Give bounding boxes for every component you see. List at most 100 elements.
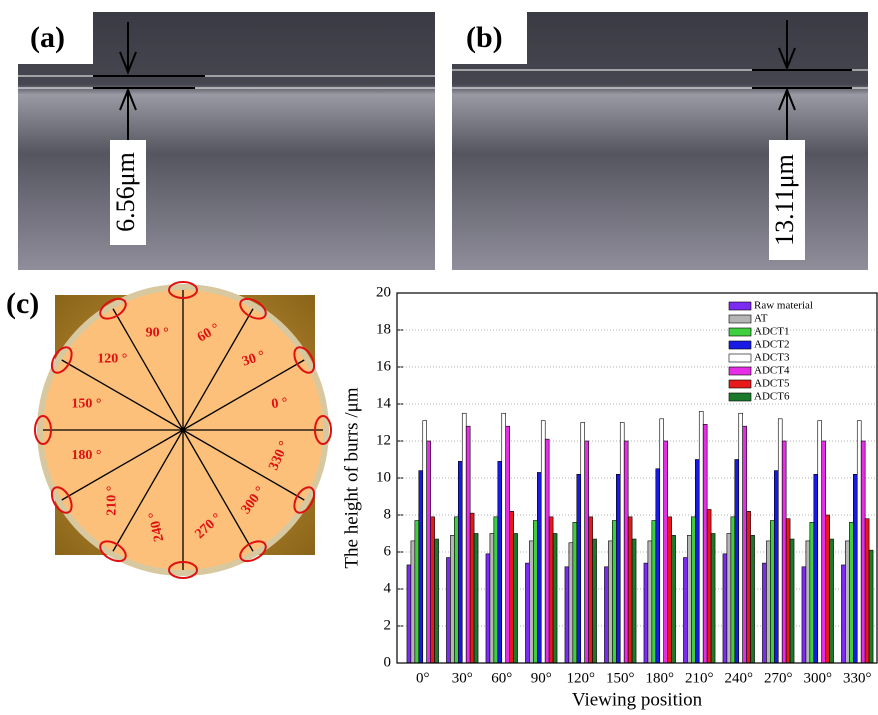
legend-swatch	[729, 393, 751, 401]
bar	[849, 522, 853, 663]
x-tick-label: 270°	[764, 670, 793, 686]
x-tick-label: 210°	[685, 670, 714, 686]
bar	[830, 539, 834, 663]
bar	[612, 521, 616, 663]
bar	[431, 517, 435, 663]
bar	[569, 543, 573, 663]
bar	[427, 441, 431, 663]
bar	[691, 517, 695, 663]
legend-label: ADCT2	[754, 339, 789, 351]
bar	[786, 519, 790, 663]
bar	[450, 535, 454, 663]
legend-swatch	[729, 328, 751, 336]
bar	[604, 567, 608, 663]
x-tick-label: 150°	[606, 670, 635, 686]
measurement: 6.56μm	[111, 152, 140, 232]
bar	[577, 474, 581, 663]
dial-label: 180 °	[71, 448, 101, 463]
bar	[514, 534, 518, 664]
bar	[644, 563, 648, 663]
bar	[474, 534, 478, 664]
y-tick-label: 18	[376, 321, 391, 337]
bar	[660, 419, 664, 663]
bar	[648, 541, 652, 663]
bar	[454, 517, 458, 663]
bar	[869, 550, 873, 663]
y-tick-label: 14	[376, 395, 392, 411]
bar	[806, 541, 810, 663]
bar	[628, 517, 632, 663]
legend-swatch	[729, 341, 751, 349]
bar	[857, 421, 861, 663]
bar	[419, 471, 423, 663]
x-tick-label: 330°	[843, 670, 872, 686]
bar	[585, 441, 589, 663]
bar	[747, 511, 751, 663]
bar	[826, 515, 830, 663]
panel-label: (a)	[30, 21, 65, 54]
bar	[865, 519, 869, 663]
page: (a) 6.56μm (b) 13.11μm (c) 0 °30 °60 °90…	[0, 0, 878, 715]
bar	[770, 521, 774, 663]
bar	[608, 541, 612, 663]
bar	[656, 469, 660, 663]
bar	[782, 441, 786, 663]
y-tick-label: 10	[376, 469, 391, 485]
bar	[814, 474, 818, 663]
legend-swatch	[729, 354, 751, 362]
bar	[486, 554, 490, 663]
chart: 024681012141618200°30°60°90°120°150°180°…	[341, 284, 877, 710]
bar	[407, 565, 411, 663]
x-tick-label: 30°	[452, 670, 473, 686]
bar	[822, 441, 826, 663]
bar	[664, 441, 668, 663]
bar	[549, 517, 553, 663]
y-tick-label: 12	[376, 432, 391, 448]
bar	[668, 517, 672, 663]
bar	[703, 424, 707, 663]
x-tick-label: 300°	[804, 670, 833, 686]
legend-label: Raw material	[754, 300, 813, 312]
legend-swatch	[729, 367, 751, 375]
x-tick-label: 120°	[567, 670, 596, 686]
bar	[861, 441, 865, 663]
bar	[743, 426, 747, 663]
bar	[565, 567, 569, 663]
y-tick-label: 4	[384, 580, 392, 596]
dial-label: 150 °	[71, 396, 101, 411]
measurement: 13.11μm	[770, 154, 799, 246]
x-tick-label: 60°	[491, 670, 512, 686]
bar	[620, 423, 624, 664]
dial-label: 210 °	[105, 486, 120, 516]
legend-label: ADCT1	[754, 326, 789, 338]
bar	[525, 563, 529, 663]
bar	[498, 461, 502, 663]
y-tick-label: 16	[376, 358, 392, 374]
bar	[687, 535, 691, 663]
dial-label: 0 °	[271, 396, 289, 413]
bar	[652, 521, 656, 663]
bar	[699, 411, 703, 663]
bar	[841, 565, 845, 663]
legend-swatch	[729, 380, 751, 388]
bar	[774, 471, 778, 663]
bar	[672, 535, 676, 663]
bar	[810, 522, 814, 663]
bar	[529, 541, 533, 663]
figure: (a) 6.56μm (b) 13.11μm (c) 0 °30 °60 °90…	[0, 0, 878, 715]
bar	[581, 423, 585, 664]
bar	[589, 517, 593, 663]
bar	[751, 535, 755, 663]
bar	[845, 541, 849, 663]
panel-label: (c)	[6, 287, 39, 320]
bar	[707, 509, 711, 663]
bar	[778, 419, 782, 663]
bar	[711, 534, 715, 664]
bar	[735, 460, 739, 664]
bar	[695, 460, 699, 664]
bar	[458, 461, 462, 663]
bar	[723, 554, 727, 663]
bar	[466, 426, 470, 663]
bar	[739, 413, 743, 663]
bar	[593, 539, 597, 663]
